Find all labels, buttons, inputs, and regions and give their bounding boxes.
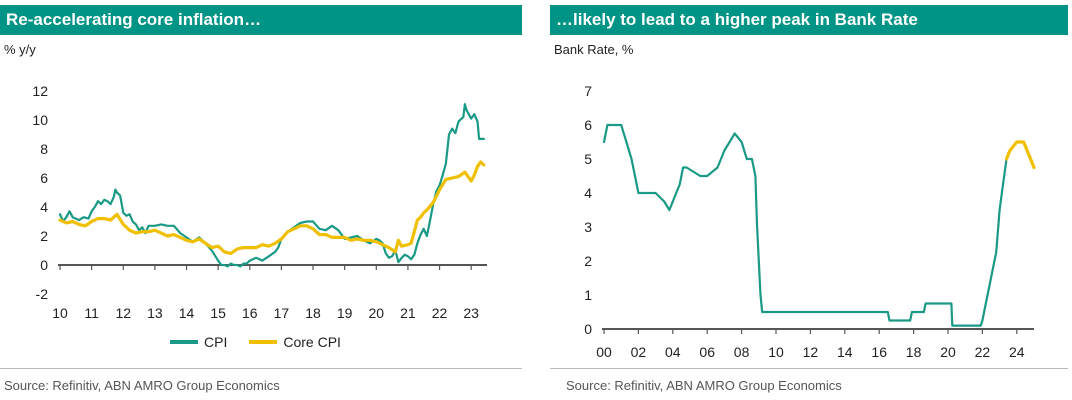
x-tick-label: 16 — [242, 305, 258, 321]
series-line-cpi — [58, 102, 485, 268]
y-tick-label: 2 — [40, 228, 48, 244]
x-tick-label: 00 — [596, 344, 612, 360]
x-tick-label: 06 — [699, 344, 715, 360]
right-chart-unit-label: Bank Rate, % — [554, 42, 634, 57]
y-tick-label: 0 — [40, 257, 48, 273]
left-chart-svg: -2 0 2 4 6 8 10 12 10 11 12 13 14 15 16 17 18 19 20 21 22 23 — [32, 83, 487, 321]
x-tick-label: 20 — [940, 344, 956, 360]
x-tick-label: 17 — [274, 305, 290, 321]
y-tick-label: 7 — [584, 83, 592, 99]
left-source-divider — [0, 368, 522, 369]
y-tick-label: 4 — [40, 199, 48, 215]
right-source-divider — [550, 368, 1068, 369]
y-tick-label: 10 — [32, 112, 48, 128]
x-tick-label: 15 — [210, 305, 226, 321]
y-tick-label: -2 — [36, 286, 49, 302]
left-chart-panel: Re-accelerating core inflation… % y/y -2… — [0, 0, 522, 400]
left-chart-title: Re-accelerating core inflation… — [0, 5, 522, 35]
y-tick-label: 2 — [584, 253, 592, 269]
x-tick-label: 22 — [432, 305, 448, 321]
y-tick-label: 6 — [40, 170, 48, 186]
y-tick-label: 1 — [584, 287, 592, 303]
x-tick-label: 14 — [179, 305, 195, 321]
x-tick-label: 04 — [665, 344, 681, 360]
series-line-core-cpi — [58, 160, 486, 255]
y-tick-label: 8 — [40, 141, 48, 157]
legend-item-core-cpi: Core CPI — [249, 334, 341, 350]
x-tick-label: 20 — [369, 305, 385, 321]
x-tick-label: 10 — [52, 305, 68, 321]
x-tick-label: 21 — [400, 305, 416, 321]
x-tick-label: 08 — [734, 344, 750, 360]
x-tick-label: 23 — [463, 305, 479, 321]
x-tick-label: 22 — [975, 344, 991, 360]
right-chart-panel: …likely to lead to a higher peak in Bank… — [550, 0, 1068, 400]
y-tick-label: 5 — [584, 151, 592, 167]
x-tick-label: 18 — [305, 305, 321, 321]
legend-item-cpi: CPI — [170, 334, 227, 350]
x-tick-label: 02 — [631, 344, 647, 360]
x-tick-label: 16 — [871, 344, 887, 360]
x-tick-label: 24 — [1009, 344, 1025, 360]
legend-swatch-core-cpi — [249, 340, 278, 344]
left-chart-legend: CPI Core CPI — [170, 334, 363, 350]
y-tick-label: 3 — [584, 219, 592, 235]
right-chart-source: Source: Refinitiv, ABN AMRO Group Econom… — [566, 378, 842, 393]
y-tick-label: 12 — [32, 83, 48, 99]
x-tick-label: 10 — [768, 344, 784, 360]
x-tick-label: 12 — [115, 305, 131, 321]
x-tick-label: 18 — [906, 344, 922, 360]
right-chart-title: …likely to lead to a higher peak in Bank… — [550, 5, 1068, 35]
x-tick-label: 11 — [84, 305, 99, 321]
legend-label-cpi: CPI — [204, 334, 228, 350]
series-line-series-1 — [1004, 140, 1036, 170]
x-tick-label: 19 — [337, 305, 353, 321]
left-chart-unit-label: % y/y — [4, 42, 36, 57]
y-tick-label: 0 — [584, 321, 592, 337]
x-tick-label: 13 — [147, 305, 163, 321]
y-tick-label: 6 — [584, 117, 592, 133]
x-tick-label: 12 — [803, 344, 819, 360]
legend-swatch-cpi — [170, 340, 198, 344]
legend-label-core-cpi: Core CPI — [283, 334, 341, 350]
left-chart-source: Source: Refinitiv, ABN AMRO Group Econom… — [4, 378, 280, 393]
series-line-series-0 — [602, 123, 1008, 327]
y-tick-label: 4 — [584, 185, 592, 201]
x-tick-label: 14 — [837, 344, 853, 360]
